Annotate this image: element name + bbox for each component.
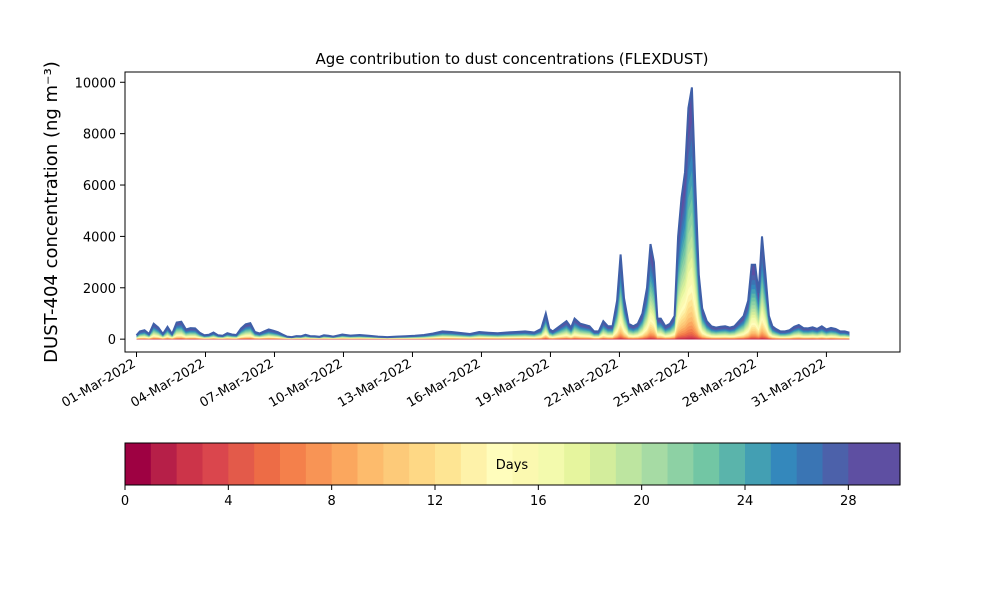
x-tick-label: 01-Mar-2022 <box>59 356 138 410</box>
colorbar-swatch <box>486 443 514 485</box>
x-tick-label: 10-Mar-2022 <box>266 356 345 410</box>
colorbar-swatch <box>280 443 307 485</box>
colorbar-swatch <box>848 443 875 485</box>
age-band-26 <box>136 139 850 340</box>
colorbar-tick-label: 8 <box>328 494 336 509</box>
x-tick-label: 22-Mar-2022 <box>542 356 621 410</box>
colorbar-swatch <box>667 443 694 485</box>
x-tick-label: 13-Mar-2022 <box>335 356 414 410</box>
colorbar: Days 0 4 8 12 16 20 24 28 <box>121 442 901 509</box>
colorbar-swatch <box>512 443 539 485</box>
y-tick-label: 4000 <box>83 230 116 245</box>
colorbar-swatch <box>719 443 746 485</box>
colorbar-tick-label: 16 <box>530 494 547 509</box>
x-tick-label: 04-Mar-2022 <box>128 356 207 410</box>
plot-area: 0 2000 4000 6000 8000 10000 01-Mar-202204-Mar… <box>59 71 901 411</box>
y-tick-label: 0 <box>108 333 116 348</box>
colorbar-swatch <box>383 443 410 485</box>
colorbar-swatch <box>615 443 643 485</box>
colorbar-swatch <box>590 443 617 485</box>
colorbar-swatch <box>693 443 720 485</box>
age-band-25 <box>136 155 850 340</box>
colorbar-swatch <box>745 443 772 485</box>
colorbar-swatch <box>796 443 824 485</box>
y-tick-label: 10000 <box>75 76 116 91</box>
x-axis: 01-Mar-202204-Mar-202207-Mar-202210-Mar-… <box>59 352 828 411</box>
colorbar-swatch <box>254 443 281 485</box>
colorbar-swatch <box>460 443 488 485</box>
colorbar-swatch <box>331 443 359 485</box>
x-tick-label: 31-Mar-2022 <box>749 356 828 410</box>
colorbar-swatches <box>125 443 901 485</box>
x-tick-label: 19-Mar-2022 <box>473 356 552 410</box>
colorbar-swatch <box>305 443 333 485</box>
colorbar-swatch <box>538 443 565 485</box>
colorbar-frame <box>124 442 901 486</box>
colorbar-tick-label: 28 <box>840 494 857 509</box>
plot-frame <box>124 71 901 353</box>
colorbar-swatch <box>202 443 229 485</box>
x-tick-label: 25-Mar-2022 <box>611 356 690 410</box>
x-tick-label: 16-Mar-2022 <box>404 356 483 410</box>
total-outline <box>135 87 850 339</box>
age-band-28 <box>136 105 850 340</box>
x-tick-label: 28-Mar-2022 <box>680 356 759 410</box>
y-tick-label: 8000 <box>83 128 116 143</box>
colorbar-swatch <box>228 443 255 485</box>
colorbar-swatch <box>435 443 462 485</box>
x-tick-label: 07-Mar-2022 <box>197 356 276 410</box>
colorbar-swatch <box>125 443 152 485</box>
colorbar-tick-label: 24 <box>737 494 754 509</box>
colorbar-swatch <box>176 443 204 485</box>
colorbar-swatch <box>357 443 384 485</box>
total-concentration-line <box>135 87 850 339</box>
y-axis: 0 2000 4000 6000 8000 10000 <box>75 76 125 348</box>
age-band-24 <box>136 170 850 340</box>
colorbar-swatch <box>770 443 798 485</box>
colorbar-tick-label: 12 <box>427 494 444 509</box>
chart-title: Age contribution to dust concentrations … <box>316 50 709 68</box>
colorbar-ticks: 0 4 8 12 16 20 24 28 <box>121 485 857 509</box>
colorbar-tick-label: 4 <box>224 494 232 509</box>
colorbar-swatch <box>874 443 901 485</box>
colorbar-swatch <box>641 443 669 485</box>
colorbar-swatch <box>822 443 849 485</box>
colorbar-swatch <box>150 443 178 485</box>
age-band-1 <box>136 338 850 340</box>
colorbar-swatch <box>409 443 436 485</box>
colorbar-tick-label: 20 <box>633 494 650 509</box>
age-band-27 <box>136 122 850 340</box>
stacked-areas <box>136 87 850 340</box>
y-tick-label: 2000 <box>83 282 116 297</box>
colorbar-swatch <box>564 443 591 485</box>
y-tick-label: 6000 <box>83 179 116 194</box>
age-band-29 <box>136 87 850 340</box>
colorbar-tick-label: 0 <box>121 494 129 509</box>
colorbar-label: Days <box>496 458 529 473</box>
y-axis-label: DUST-404 concentration (ng m⁻³) <box>41 61 62 363</box>
